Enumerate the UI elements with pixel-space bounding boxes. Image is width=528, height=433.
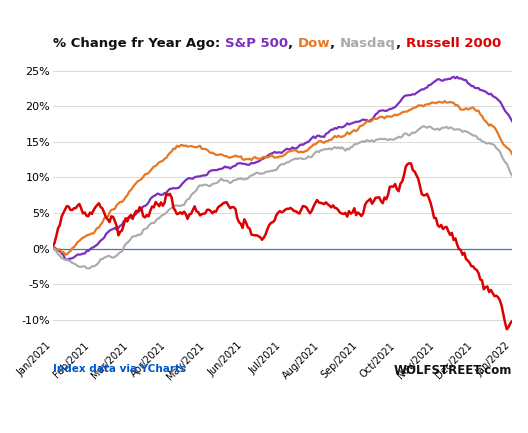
Text: % Change fr Year Ago:: % Change fr Year Ago:	[53, 37, 225, 50]
Text: Dow: Dow	[298, 37, 330, 50]
Text: S&P 500: S&P 500	[225, 37, 288, 50]
Text: Index data via YCharts: Index data via YCharts	[53, 364, 186, 374]
Text: ,: ,	[330, 37, 340, 50]
Text: ,: ,	[396, 37, 406, 50]
Text: WOLFSTREET.com: WOLFSTREET.com	[394, 364, 512, 377]
Text: Nasdaq: Nasdaq	[340, 37, 396, 50]
Text: Russell 2000: Russell 2000	[406, 37, 501, 50]
Text: ,: ,	[288, 37, 298, 50]
